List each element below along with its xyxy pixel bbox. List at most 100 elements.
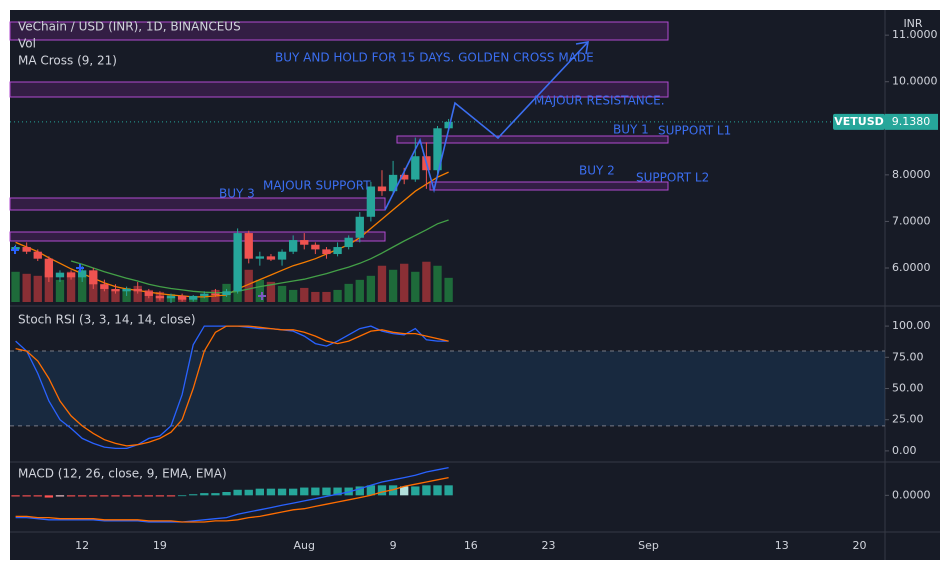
volume-bar [288,289,298,302]
cross-marker [258,292,266,300]
candle-body [311,244,320,250]
histogram-bar [211,493,220,496]
chart-title: VeChain / USD (INR), 1D, BINANCEUS [18,20,241,34]
zone [9,231,386,242]
histogram-bar [200,493,209,496]
volume-bar [388,269,398,302]
candle-body [288,240,298,252]
y-tick-label: 11.0000 [892,28,938,41]
candle-body [177,295,187,300]
x-tick-label: 23 [542,539,556,552]
symbol-label: VETUSD [834,115,884,128]
histogram-bar [255,488,265,496]
annotation: BUY 1 [613,123,649,137]
candle-body [122,288,131,292]
volume-bar [322,291,331,302]
indicator-line [15,476,449,523]
annotation: SUPPORT L2 [636,171,709,185]
histogram-bar [189,494,198,496]
volume-bar [333,289,342,302]
x-tick-label: Sep [638,539,659,552]
currency-label: INR [903,17,922,30]
trend-drawing [384,41,589,211]
pane-title: MACD (12, 26, close, 9, EMA, EMA) [18,467,227,481]
volume-bar [400,263,409,302]
histogram-bar [311,487,320,496]
candle-body [400,174,409,180]
volume-bar [255,279,265,302]
pane-title: Stoch RSI (3, 3, 14, 14, close) [18,313,196,327]
histogram-bar [277,488,287,496]
annotation: SUPPORT L1 [658,124,731,138]
candle-body [366,186,376,217]
candle-body [266,256,276,260]
histogram-bar [433,485,442,496]
histogram-bar [355,486,364,496]
candle-body [155,295,165,299]
symbol-box [833,113,885,130]
volume-bar [433,265,442,302]
volume-bar [277,285,287,302]
volume-bar [300,287,309,302]
volume-label: Vol [18,37,36,51]
candle-body [411,156,420,180]
y-tick-label: 100.00 [892,319,931,332]
histogram-bar [166,495,176,497]
histogram-bar [55,495,65,497]
zone [9,81,669,98]
volume-bar [100,283,109,302]
histogram-bar [333,487,342,496]
candle-body [78,270,87,278]
candle-body [166,295,176,299]
candle-body [344,237,353,248]
histogram-bar [89,495,98,497]
candle-body [133,288,142,292]
zone [396,135,669,144]
trend-line [384,41,589,211]
candle-body [222,291,231,296]
volume-bar [111,289,120,302]
volume-bar [355,279,364,302]
x-tick-label: 12 [75,539,89,552]
candle-body [333,247,342,255]
x-tick-label: 20 [852,539,866,552]
candle-body [100,284,109,289]
indicator-line [15,325,449,447]
x-tick-label: 19 [153,539,167,552]
ma-line [70,219,449,294]
annotation: MAJOUR RESISTANCE. [534,94,665,108]
histogram-bar [288,488,298,496]
candle-body [144,291,153,296]
histogram-bar [244,489,253,496]
y-tick-label: 8.0000 [892,168,931,181]
candle-body [277,251,287,260]
volume-bar [89,279,98,302]
y-tick-label: 7.0000 [892,214,931,227]
histogram-bar [411,486,420,496]
ma-label: MA Cross (9, 21) [18,54,117,68]
cross-marker [76,264,84,272]
y-tick-label: 0.00 [892,444,917,457]
plot: 12 19 Aug 9 16 23 Sep 13 20 VETUSD 9.1380 BUY AND H… [10,28,938,552]
histogram-bar [233,489,242,496]
histogram-bar [144,495,153,497]
histogram-bar [266,488,276,496]
histogram-bar [444,485,453,496]
volume-bar [377,265,387,302]
histogram-bar [44,495,54,498]
histogram-bar [222,492,231,496]
candle-body [211,293,220,296]
histogram-bar [33,495,42,497]
last-price-label: 9.1380 [892,115,931,128]
histogram-bar [377,485,387,496]
y-tick-label: 25.00 [892,413,924,426]
candle-body [111,288,120,292]
volume-bar [44,271,54,302]
candle-body [66,272,76,278]
candle-body [44,258,54,278]
x-tick-label: Aug [294,539,315,552]
candle-body [33,251,42,259]
histogram-bar [11,495,20,497]
zones [9,21,669,242]
candle-body [200,293,209,296]
